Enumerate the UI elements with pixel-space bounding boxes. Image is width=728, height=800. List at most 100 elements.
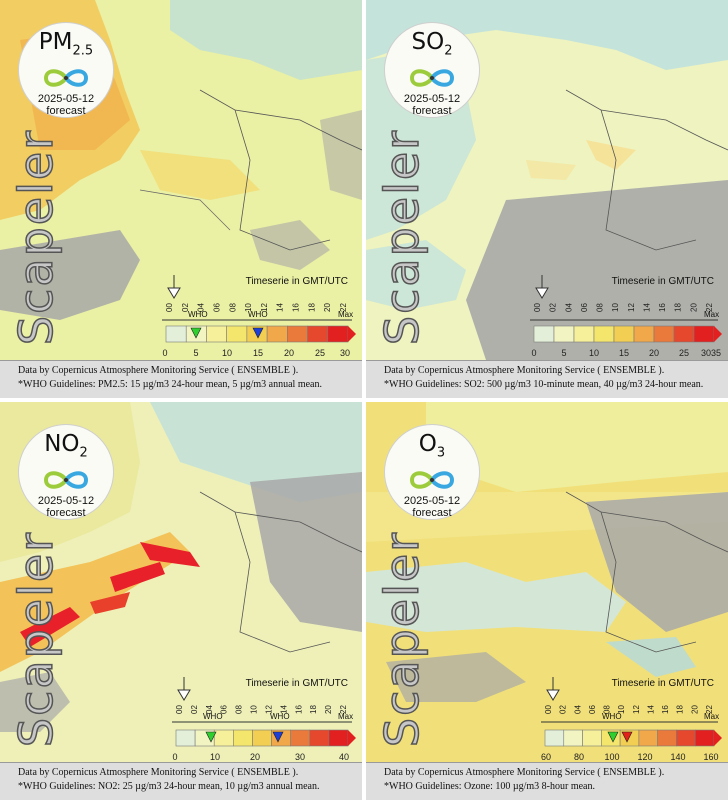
- panel-divider-horizontal: [0, 398, 728, 402]
- caption-who-guidelines: *WHO Guidelines: PM2.5: 15 µg/m3 24-hour…: [18, 379, 322, 390]
- hour-tick-label: 16: [292, 303, 301, 312]
- hour-tick-label: 20: [690, 705, 699, 714]
- hour-tick-label: 22: [339, 303, 348, 312]
- timeserie-label: Timeserie in GMT/UTC: [245, 678, 348, 689]
- max-label: Max: [704, 310, 719, 319]
- hour-tick-label: 08: [603, 705, 612, 714]
- hour-tick-label: 10: [250, 705, 259, 714]
- legend-segment: [673, 325, 695, 343]
- no2-caption: Data by Copernicus Atmosphere Monitoring…: [0, 762, 362, 800]
- caption-who-guidelines: *WHO Guidelines: Ozone: 100 µg/m3 8-hour…: [384, 781, 595, 792]
- hour-tick-label: 14: [646, 705, 655, 714]
- scale-label: 20: [250, 752, 260, 762]
- scale-label: 100: [604, 752, 619, 762]
- legend-segment: [582, 729, 602, 747]
- hour-tick-label: 22: [705, 303, 714, 312]
- pm25-timeline-legend: 00 02 04 06 08 10 12 14 16 18 20 22 WHO WHO Max 0 5 10 15 2…: [162, 275, 356, 358]
- max-label: Max: [338, 712, 353, 721]
- timeserie-label: Timeserie in GMT/UTC: [611, 678, 714, 689]
- caption-source: Data by Copernicus Atmosphere Monitoring…: [18, 767, 299, 778]
- hour-tick-label: 00: [533, 303, 542, 312]
- hour-tick-label: 18: [307, 303, 316, 312]
- hour-tick-label: 20: [324, 705, 333, 714]
- legend-segment: [206, 325, 227, 343]
- scale-label: 0: [172, 752, 177, 762]
- hour-tick-label: 10: [617, 705, 626, 714]
- so2-panel: Scapeler SO2 2025-05-12 forecast Timeser…: [366, 0, 728, 398]
- legend-segment: [533, 325, 555, 343]
- who-marker-icon: [190, 327, 202, 339]
- caption-source: Data by Copernicus Atmosphere Monitoring…: [384, 767, 665, 778]
- legend-segment: [252, 729, 272, 747]
- no2-badge: NO2 2025-05-12 forecast: [18, 424, 114, 520]
- legend-segment: [633, 325, 655, 343]
- hour-tick-label: 08: [235, 705, 244, 714]
- scale-label: 0: [531, 348, 536, 358]
- scale-label: 5: [561, 348, 566, 358]
- o3-timeline-legend: 00 02 04 06 08 10 12 14 16 18 20 22 WHO Max 60 80 100 120…: [541, 677, 722, 762]
- hour-tick-label: 02: [559, 705, 568, 714]
- hour-tick-label: 18: [309, 705, 318, 714]
- hour-tick-label: 14: [642, 303, 651, 312]
- o3-badge: O3 2025-05-12 forecast: [384, 424, 480, 520]
- hour-tick-label: 04: [205, 705, 214, 714]
- pollutant-sub: 2: [444, 43, 453, 59]
- caption-source: Data by Copernicus Atmosphere Monitoring…: [18, 365, 299, 376]
- forecast-label: forecast: [46, 104, 86, 117]
- infinity-logo-icon: [43, 470, 89, 489]
- pollutant-sub: 3: [436, 445, 446, 461]
- legend-segment: [226, 325, 248, 343]
- no2-map: Scapeler NO2 2025-05-12 forecast Timeser…: [0, 402, 362, 762]
- pollutant-sub: 2: [79, 445, 88, 461]
- so2-badge: SO2 2025-05-12 forecast: [384, 22, 480, 118]
- pollutant-sub: 2.5: [72, 43, 94, 59]
- pm25-map: Scapeler PM2.5 2025-05-12 forecast Times…: [0, 0, 362, 360]
- hour-tick-label: 08: [228, 303, 237, 312]
- hour-tick-label: 02: [181, 303, 190, 312]
- forecast-date: 2025-05-12: [37, 92, 95, 105]
- hour-tick-label: 00: [544, 705, 553, 714]
- o3-map: Scapeler O3 2025-05-12 forecast Timeseri…: [366, 402, 728, 762]
- forecast-date: 2025-05-12: [403, 92, 461, 105]
- who-marker-icon: [205, 731, 217, 743]
- hour-tick-label: 12: [260, 303, 269, 312]
- scale-label: 20: [649, 348, 659, 358]
- hour-tick-label: 16: [294, 705, 303, 714]
- who-label: WHO: [203, 712, 223, 721]
- caption-who-guidelines: *WHO Guidelines: SO2: 500 µg/m3 10-minut…: [384, 379, 704, 390]
- legend-segment: [287, 325, 308, 343]
- hour-tick-label: 10: [611, 303, 620, 312]
- hour-tick-label: 14: [276, 303, 285, 312]
- scale-label: 160: [703, 752, 718, 762]
- scale-label: 80: [574, 752, 584, 762]
- time-marker-icon: [535, 287, 549, 299]
- scale-label: 30: [340, 348, 350, 358]
- pollutant-title: O3: [385, 431, 479, 467]
- legend-segment: [676, 729, 696, 747]
- scale-label: 30: [701, 348, 711, 358]
- pollutant-title: NO2: [19, 431, 113, 467]
- pm25-panel: Scapeler PM2.5 2025-05-12 forecast Times…: [0, 0, 362, 398]
- scale-label: 10: [589, 348, 599, 358]
- legend-segment: [309, 729, 330, 747]
- forecast-date: 2025-05-12: [37, 494, 95, 507]
- scale-label: 0: [162, 348, 167, 358]
- hour-tick-label: 02: [549, 303, 558, 312]
- pollutant-main: SO: [411, 29, 445, 55]
- scale-label: 20: [284, 348, 294, 358]
- who-label: WHO: [602, 712, 622, 721]
- scale-label: 60: [541, 752, 551, 762]
- scale-label: 15: [619, 348, 629, 358]
- who-label: WHO: [270, 712, 290, 721]
- hour-tick-label: 00: [175, 705, 184, 714]
- pollutant-main: O: [418, 431, 437, 457]
- o3-caption: Data by Copernicus Atmosphere Monitoring…: [366, 762, 728, 800]
- scale-label: 10: [222, 348, 232, 358]
- hour-tick-label: 10: [244, 303, 253, 312]
- legend-segment: [175, 729, 196, 747]
- legend-segment: [613, 325, 635, 343]
- hour-tick-label: 18: [674, 303, 683, 312]
- legend-segment: [165, 325, 187, 343]
- infinity-logo-icon: [43, 68, 89, 87]
